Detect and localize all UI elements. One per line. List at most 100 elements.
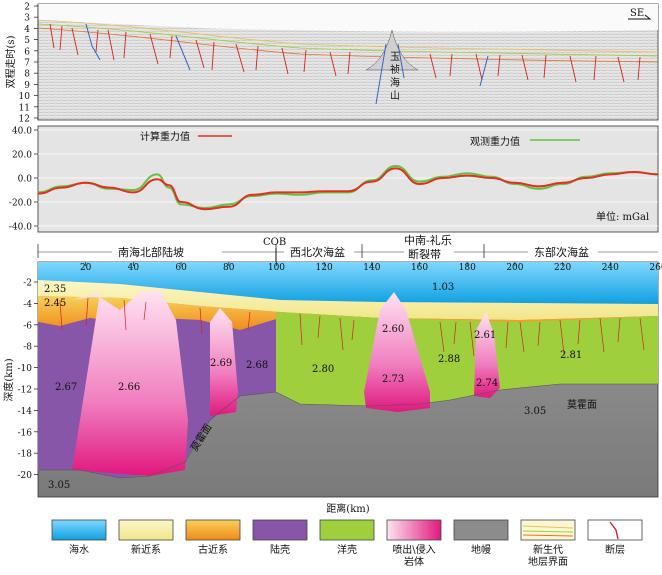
legend-label: 洋壳: [337, 543, 357, 556]
legend-label-line2: 地层界面: [528, 555, 568, 568]
seismic-tick-label: 8: [24, 70, 30, 80]
seismic-tick-label: 9: [24, 81, 30, 91]
svg-text:2.81: 2.81: [560, 350, 582, 361]
svg-text:2.73: 2.73: [382, 374, 404, 385]
igneous-body-1: [72, 290, 188, 476]
svg-text:2.61: 2.61: [474, 330, 496, 341]
model-x-tick-label: 260: [649, 263, 662, 273]
model-x-tick-label: 120: [316, 263, 333, 273]
moho-line: [38, 383, 658, 479]
model-x-ticks: 20 40 60 80 100 120 140 160 180 200 220 240 260: [80, 262, 662, 273]
zone-label-slope: 南海北部陆坡: [118, 245, 184, 259]
gravity-tick-label: 40.0: [12, 127, 32, 137]
model-y-tick-label: -10: [18, 364, 33, 374]
legend-label-line2: 岩体: [404, 555, 424, 568]
legend-label: 陆壳: [270, 543, 290, 556]
svg-text:2.60: 2.60: [382, 324, 404, 335]
neogene-layer: [38, 280, 658, 320]
legend-swatch: [118, 519, 174, 541]
model-faults: [59, 297, 645, 357]
svg-text:1.03: 1.03: [432, 282, 454, 293]
legend-label: 古近系: [198, 543, 228, 556]
model-x-tick-label: 240: [602, 263, 619, 273]
svg-text:2.80: 2.80: [312, 364, 334, 375]
zone-label-fault-zone: 断裂带: [408, 247, 441, 261]
igneous-body-4: [474, 312, 500, 398]
svg-text:2.67: 2.67: [55, 382, 77, 393]
model-x-tick-label: 60: [175, 263, 187, 273]
legend-swatch: [453, 519, 509, 541]
model-y-tick-label: -12: [18, 386, 33, 396]
gravity-gridlines: [38, 129, 658, 227]
svg-text:祯: 祯: [390, 63, 400, 76]
legend-label: 新生代: [533, 543, 563, 556]
cob-label: COB: [263, 237, 286, 248]
gravity-tick-label: 20.0: [12, 151, 32, 161]
gravity-unit-label: 单位: mGal: [596, 210, 649, 223]
model-x-tick-label: 40: [128, 263, 140, 273]
calculated-gravity-line: [37, 167, 659, 211]
direction-arrow: [628, 14, 652, 20]
legend-swatch: [319, 519, 375, 541]
paleogene-layer: [38, 296, 658, 330]
svg-text:3.05: 3.05: [48, 480, 70, 491]
direction-label: SE: [630, 8, 644, 19]
model-y-ticks: -2 -4 -6 -8 -10 -12 -14 -16 -18 -20: [18, 279, 38, 481]
model-x-tick-label: 160: [411, 263, 428, 273]
seismic-tick-label: 12: [19, 115, 30, 125]
legend-swatch: [51, 519, 107, 541]
svg-text:2.66: 2.66: [118, 382, 140, 393]
legend-swatch: [252, 519, 308, 541]
seismic-y-axis-label: 双程走时(s): [5, 35, 17, 88]
legend-observed-label: 观测重力值: [470, 135, 520, 148]
gravity-tick-label: 0.0: [18, 175, 33, 185]
legend-fault-line: [609, 521, 619, 540]
gravity-tick-label: -20.0: [9, 199, 32, 209]
seismic-tick-label: 11: [19, 103, 30, 113]
model-panel: 南海北部陆坡 西北次海盆 中南-礼乐 断裂带 东部次海盆 COB: [2, 233, 662, 515]
model-y-tick-label: -2: [23, 279, 32, 289]
seismic-tick-label: 6: [24, 47, 30, 57]
legend-label: 新近系: [131, 543, 161, 556]
svg-text:3.05: 3.05: [524, 406, 546, 417]
model-y-tick-label: -4: [23, 300, 32, 310]
density-labels: 2.35 2.45 1.03 2.60 2.61 2.69 2.68 2.67 …: [44, 282, 582, 491]
zone-label-east-subbasin: 东部次海盆: [534, 245, 589, 259]
svg-text:2.69: 2.69: [210, 358, 232, 369]
seamount-label: 玉 祯 海 山: [390, 52, 400, 102]
legend-horizon-line: [522, 530, 574, 533]
gravity-panel: 40.0 20.0 0.0 -20.0 -40.0 计算重力值 观测重力值 单位: mG…: [9, 125, 659, 233]
model-y-tick-label: -18: [18, 450, 33, 460]
svg-text:2.68: 2.68: [246, 360, 268, 371]
legend-calculated-label: 计算重力值: [140, 130, 190, 143]
svg-text:海: 海: [390, 76, 400, 89]
legend-swatch: [185, 519, 241, 541]
model-x-tick-label: 100: [268, 263, 285, 273]
legend-swatch: [587, 519, 643, 541]
legend-horizon-line: [522, 525, 574, 529]
legend-label: 喷出\侵入: [392, 543, 435, 556]
model-y-tick-label: -6: [23, 321, 32, 331]
igneous-body-2: [210, 308, 238, 416]
seismic-tick-label: 2: [24, 3, 30, 13]
legend-horizon-line: [522, 534, 574, 537]
svg-text:山: 山: [390, 90, 400, 102]
legend-label: 海水: [69, 543, 89, 556]
model-y-tick-label: -20: [18, 471, 33, 481]
legend-label: 地幔: [471, 543, 491, 556]
seismic-tick-label: 3: [24, 14, 30, 24]
svg-text:2.35: 2.35: [44, 284, 66, 295]
model-x-tick-label: 140: [363, 263, 380, 273]
model-x-tick-label: 200: [506, 263, 523, 273]
svg-text:2.88: 2.88: [438, 354, 460, 365]
zone-label-nw-subbasin: 西北次海盆: [290, 245, 345, 259]
sea-water: [38, 262, 658, 304]
gravity-tick-label: -40.0: [9, 223, 32, 233]
svg-text:玉: 玉: [390, 52, 400, 63]
seismic-tick-label: 10: [19, 92, 31, 102]
model-x-tick-label: 180: [459, 263, 476, 273]
legend-swatch: [520, 519, 576, 541]
